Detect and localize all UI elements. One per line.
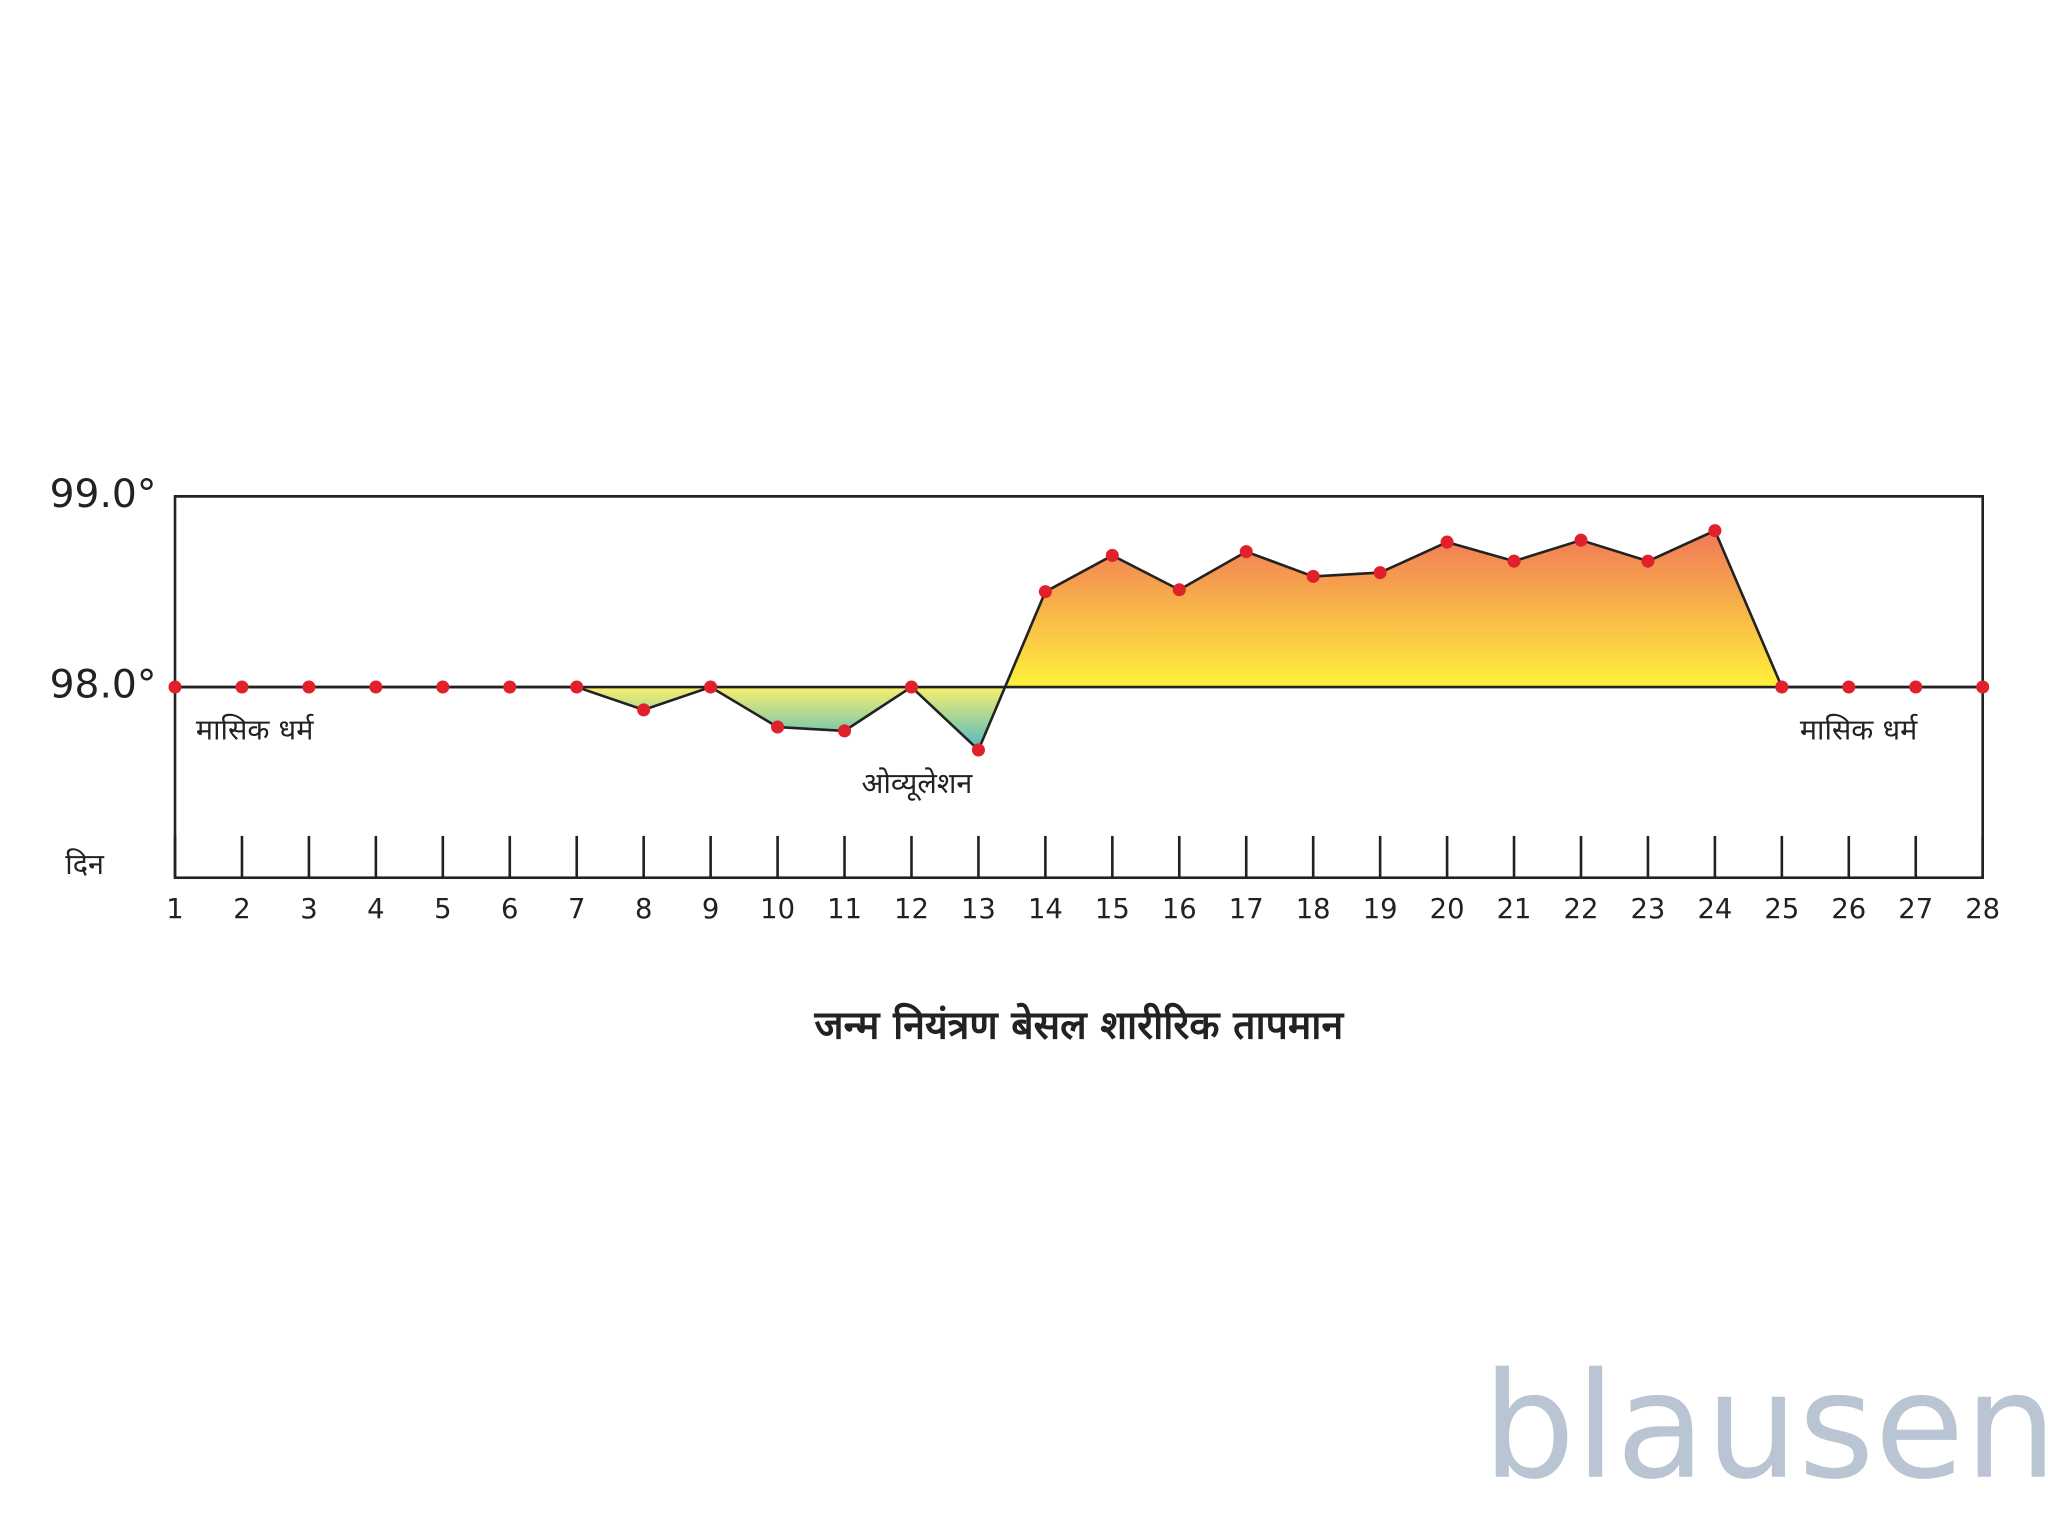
x-tick-label: 10 — [760, 894, 795, 925]
data-point — [904, 680, 919, 694]
data-point — [1842, 680, 1856, 694]
x-tick-label: 1 — [166, 894, 183, 925]
data-point — [1172, 583, 1186, 597]
x-tick-label: 5 — [434, 894, 451, 925]
area-below — [580, 688, 1005, 750]
x-tick-label: 28 — [1965, 894, 2000, 925]
x-tick-label: 21 — [1497, 894, 1532, 925]
x-tick-label: 8 — [635, 894, 652, 925]
data-point — [1440, 535, 1454, 549]
data-point — [1038, 585, 1052, 599]
y-tick-label: 99.0° — [50, 472, 157, 517]
x-tick-label: 19 — [1363, 894, 1398, 925]
x-axis-label: दिन — [65, 847, 105, 881]
x-tick-label: 4 — [367, 894, 384, 925]
data-point — [1976, 680, 1990, 694]
data-line — [175, 528, 1983, 753]
x-tick-label: 24 — [1697, 894, 1732, 925]
data-point — [1507, 554, 1521, 568]
x-tick-label: 2 — [233, 894, 250, 925]
x-tick-label: 14 — [1028, 894, 1063, 925]
data-point — [1105, 548, 1119, 562]
x-tick-label: 13 — [961, 894, 996, 925]
annotation: ओव्यूलेशन — [861, 766, 973, 801]
x-tick-label: 6 — [501, 894, 518, 925]
x-tick-label: 22 — [1564, 894, 1599, 925]
data-point — [1574, 533, 1588, 547]
data-point — [503, 680, 517, 694]
data-point — [971, 743, 985, 757]
data-point — [1909, 680, 1923, 694]
data-point — [1373, 566, 1387, 580]
data-point — [570, 680, 584, 694]
annotation: मासिक धर्म — [196, 712, 314, 746]
x-tick-label: 15 — [1095, 894, 1130, 925]
x-tick-label: 16 — [1162, 894, 1197, 925]
data-point — [771, 720, 785, 734]
data-point — [235, 680, 249, 694]
data-point — [1239, 545, 1253, 559]
x-tick-label: 23 — [1631, 894, 1666, 925]
data-point — [436, 680, 450, 694]
x-tick-label: 9 — [702, 894, 719, 925]
y-tick-label: 98.0° — [50, 663, 157, 708]
area-above — [175, 530, 1983, 689]
logo: blausen — [1482, 1342, 2048, 1512]
data-point — [837, 724, 852, 738]
data-point — [704, 680, 718, 694]
data-point — [637, 703, 651, 717]
data-point — [1306, 569, 1320, 583]
data-point — [1641, 554, 1655, 568]
data-point — [168, 680, 182, 694]
x-tick-label: 7 — [568, 894, 585, 925]
x-tick-label: 3 — [300, 894, 317, 925]
data-point — [1708, 524, 1722, 538]
x-tick-label: 27 — [1898, 894, 1933, 925]
x-tick-label: 18 — [1296, 894, 1331, 925]
x-tick-label: 20 — [1430, 894, 1465, 925]
x-tick-label: 17 — [1229, 894, 1264, 925]
x-tick-label: 25 — [1764, 894, 1799, 925]
data-point — [369, 680, 383, 694]
x-tick-label: 11 — [827, 894, 862, 925]
annotation: मासिक धर्म — [1800, 712, 1918, 746]
data-point — [1775, 680, 1789, 694]
chart-title: जन्म नियंत्रण बेसल शारीरिक तापमान — [814, 1002, 1345, 1048]
data-point — [302, 680, 316, 694]
x-tick-label: 12 — [894, 894, 929, 925]
x-tick-label: 26 — [1831, 894, 1866, 925]
